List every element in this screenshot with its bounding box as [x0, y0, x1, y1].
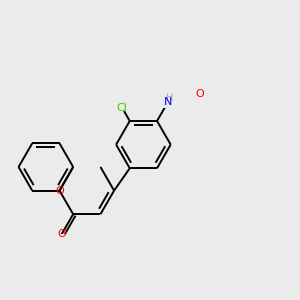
Text: N: N — [164, 97, 172, 107]
Text: Cl: Cl — [117, 103, 128, 113]
Text: O: O — [57, 229, 66, 239]
Text: O: O — [195, 88, 204, 99]
Text: O: O — [55, 186, 64, 196]
Text: H: H — [166, 93, 173, 103]
